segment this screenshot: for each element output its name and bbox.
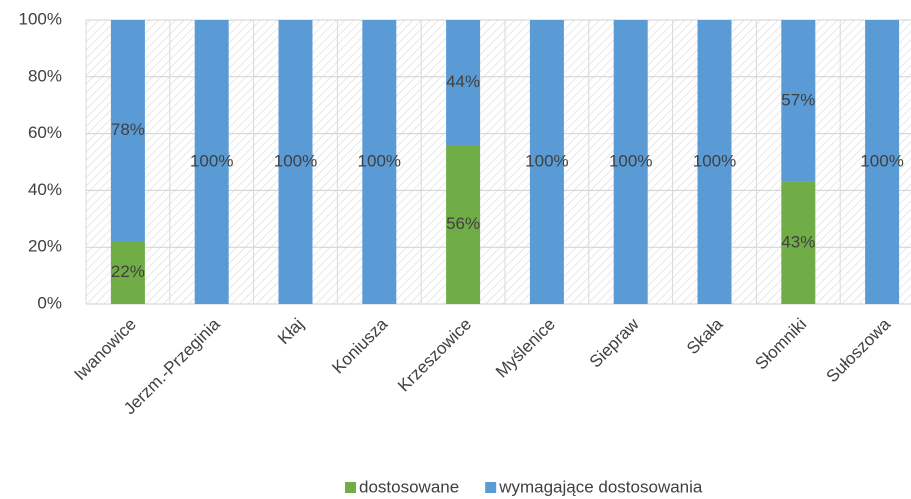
x-tick-label: Słomniki [751,315,810,374]
data-label: 44% [446,72,480,91]
bar-segment [446,20,481,145]
legend-label: dostosowane [359,477,459,496]
y-tick-label: 100% [19,9,62,28]
x-tick-label: Krzeszowice [394,315,475,396]
data-label: 100% [860,151,903,170]
bar-segment [781,20,816,182]
data-label: 100% [190,151,233,170]
x-tick-label: Skała [683,314,727,358]
y-tick-label: 80% [28,66,62,85]
bar-segment [194,20,229,304]
bar-segment [110,241,145,304]
x-tick-label: Siepraw [586,314,643,371]
legend-swatch [345,482,356,493]
data-label: 22% [111,262,145,281]
bar-segment [529,20,564,304]
legend-label: wymagające dostosowania [498,477,703,496]
data-label: 100% [609,151,652,170]
y-tick-label: 60% [28,123,62,142]
bar-segment [613,20,648,304]
y-tick-label: 20% [28,237,62,256]
legend-swatch [485,482,497,493]
x-tick-label: Kłaj [274,315,307,348]
data-label: 100% [358,151,401,170]
data-label: 43% [781,232,815,251]
bar-segment [781,181,816,304]
bar-segment [697,20,732,304]
data-label: 57% [781,90,815,109]
x-tick-label: Koniusza [328,314,391,377]
data-label: 100% [525,151,568,170]
y-tick-label: 0% [37,293,62,312]
bar-segment [362,20,397,304]
data-label: 100% [274,151,317,170]
data-label: 56% [446,214,480,233]
x-tick-label: Myślenice [492,315,559,382]
bar-segment [110,20,145,242]
data-label: 78% [111,120,145,139]
bar-segment [446,144,481,304]
bar-segment [278,20,313,304]
y-tick-label: 40% [28,180,62,199]
bar-segment [865,20,900,304]
x-tick-label: Sułoszowa [823,314,895,386]
data-label: 100% [693,151,736,170]
x-tick-label: Iwanowice [70,315,140,385]
